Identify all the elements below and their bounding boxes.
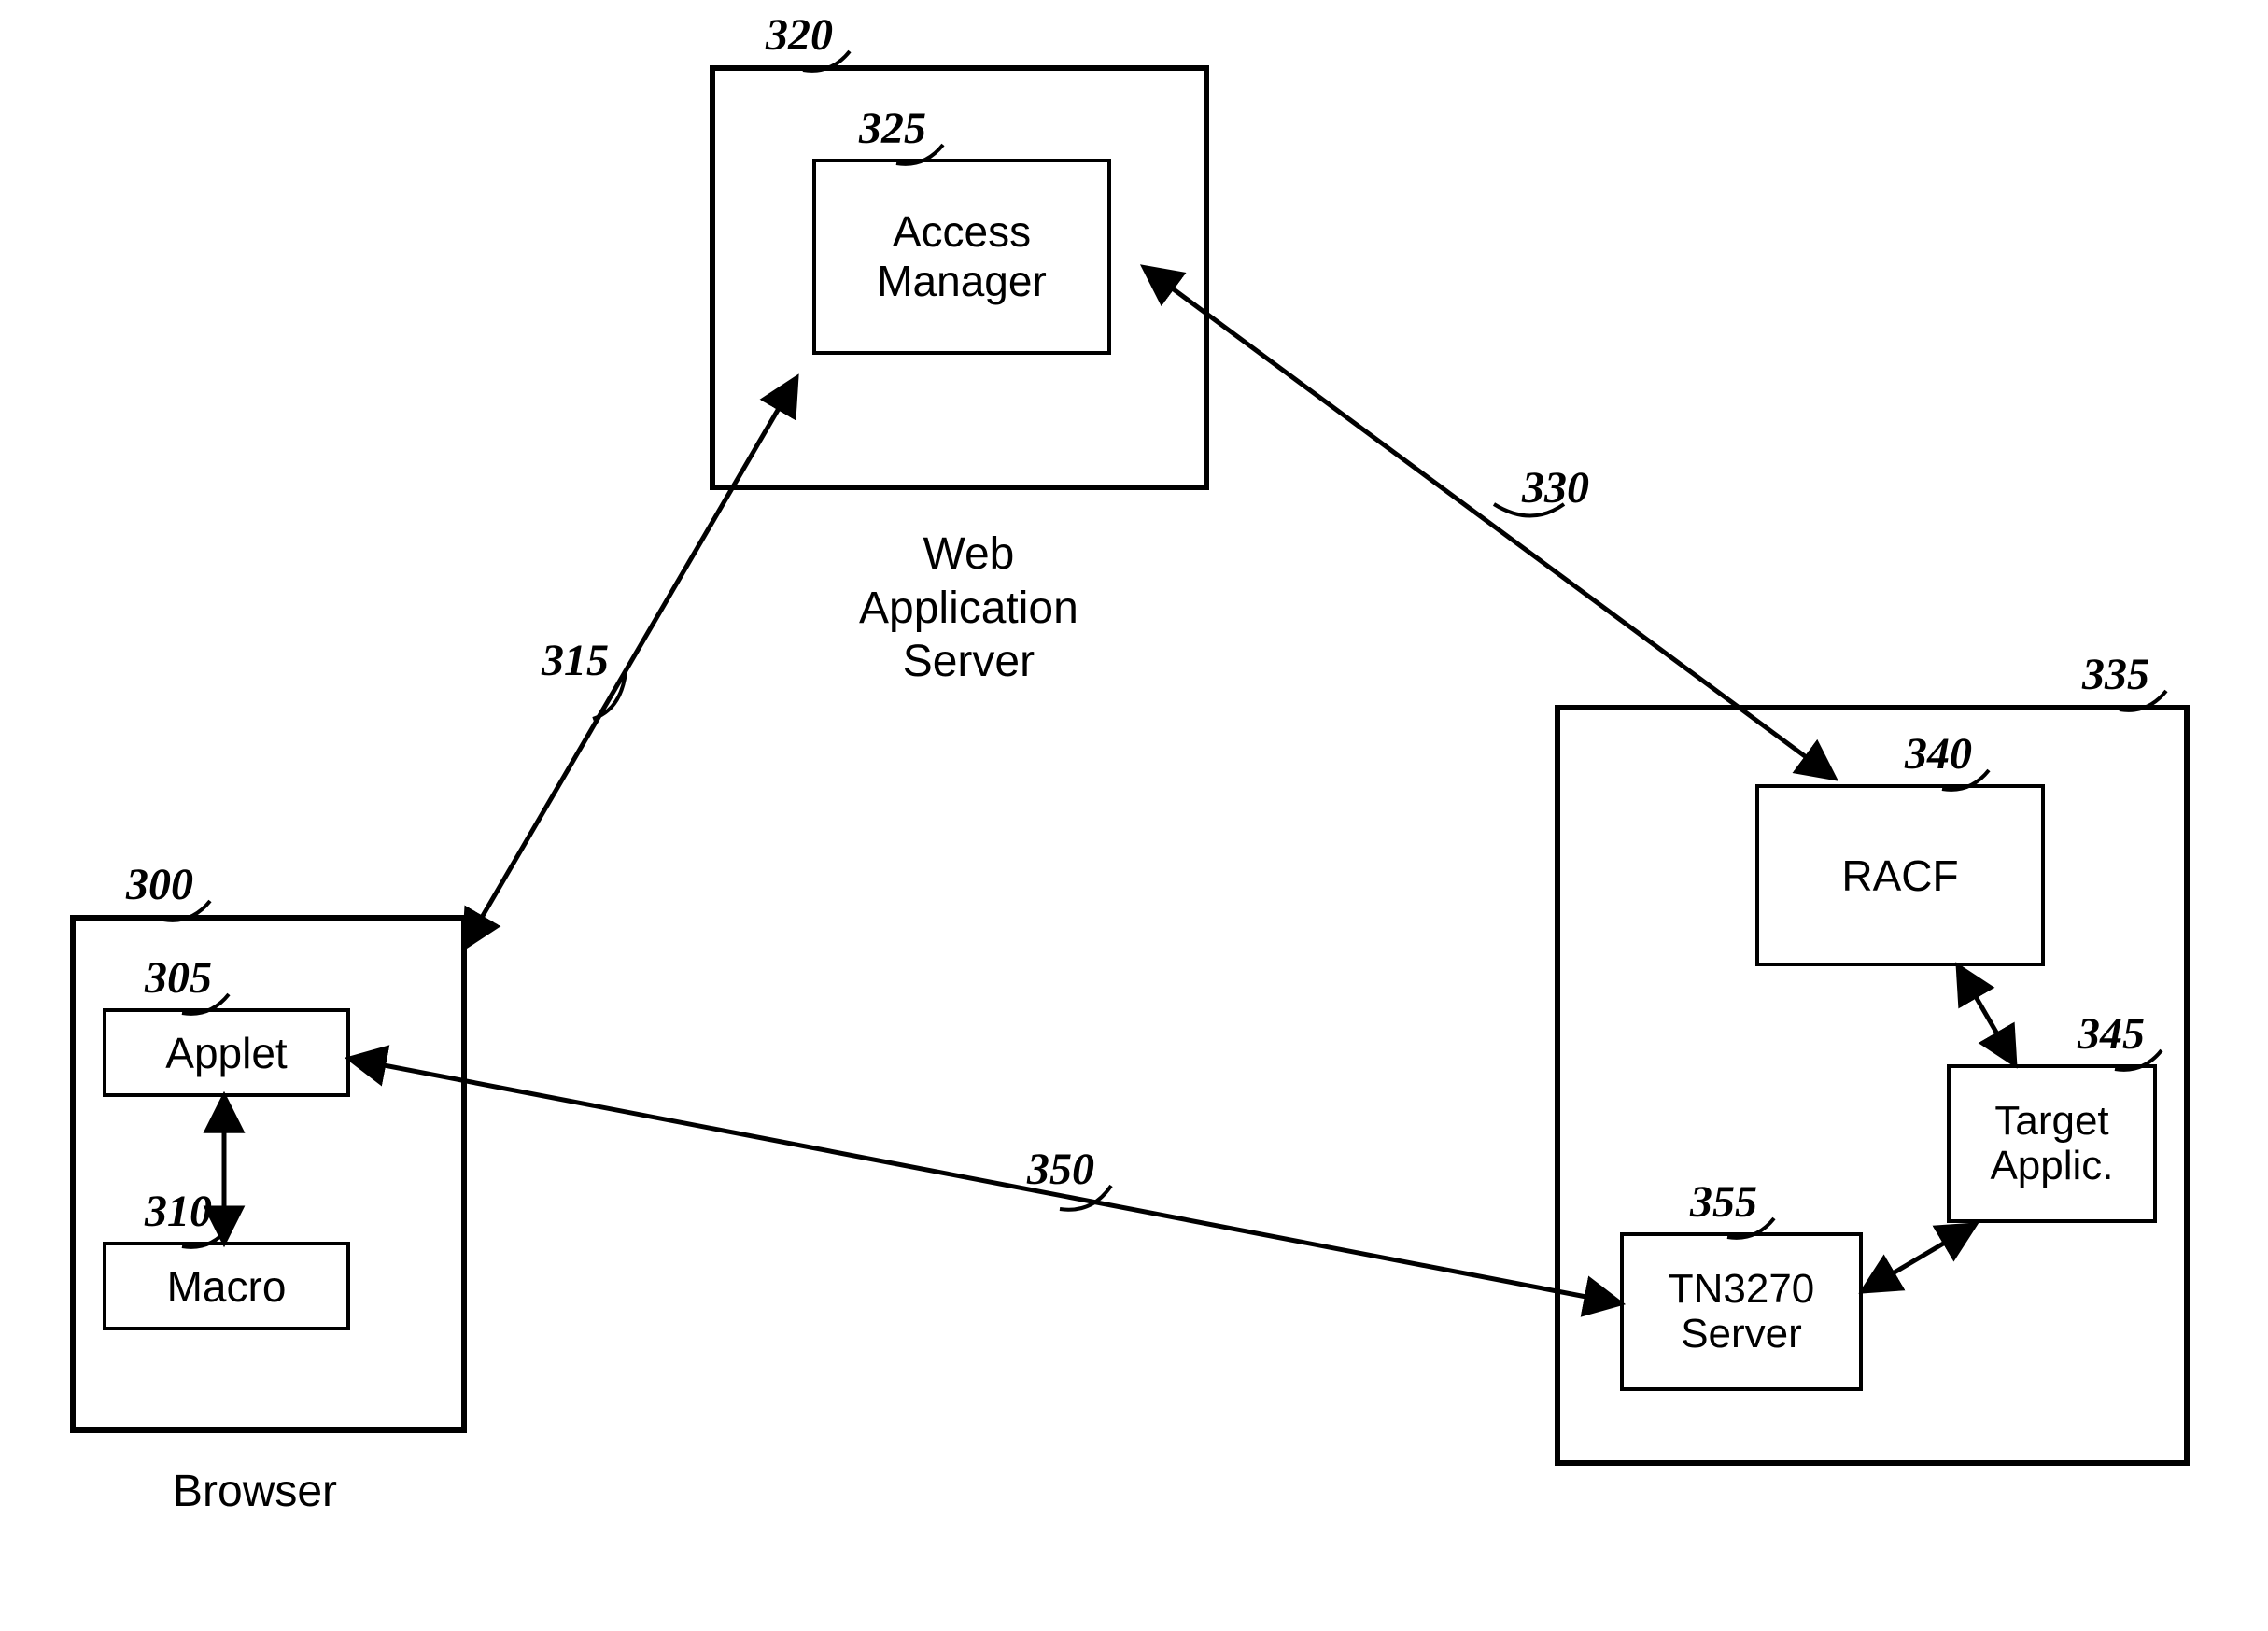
- ref-305: 305: [145, 952, 212, 1004]
- browser-caption: Browser: [173, 1466, 337, 1517]
- edge-350: [355, 1060, 1615, 1302]
- ref-330: 330: [1522, 462, 1589, 513]
- applet-label: Applet: [165, 1028, 287, 1078]
- architecture-diagram: Applet Macro AccessManager RACF TargetAp…: [0, 0, 2268, 1631]
- macro-label: Macro: [167, 1261, 287, 1312]
- target-applic-label: TargetApplic.: [1990, 1099, 2113, 1189]
- edge-330: [1148, 271, 1830, 775]
- macro-box: Macro: [103, 1242, 350, 1330]
- ref-320: 320: [766, 9, 833, 61]
- ref-315: 315: [542, 635, 609, 686]
- tn3270-label: TN3270Server: [1669, 1267, 1815, 1357]
- target-applic-box: TargetApplic.: [1947, 1064, 2157, 1223]
- ref-310: 310: [145, 1186, 212, 1237]
- ref-345: 345: [2078, 1008, 2145, 1060]
- racf-box: RACF: [1755, 784, 2045, 966]
- browser-container: [70, 915, 467, 1433]
- web-app-server-caption: WebApplicationServer: [859, 527, 1078, 689]
- ref-355: 355: [1690, 1176, 1757, 1228]
- ref-300: 300: [126, 859, 193, 910]
- ref-335: 335: [2082, 649, 2149, 700]
- ref-350: 350: [1027, 1144, 1094, 1195]
- ref-340: 340: [1905, 728, 1972, 780]
- access-manager-box: AccessManager: [812, 159, 1111, 355]
- access-manager-label: AccessManager: [877, 207, 1047, 306]
- ref-325: 325: [859, 103, 926, 154]
- tn3270-box: TN3270Server: [1620, 1232, 1863, 1391]
- applet-box: Applet: [103, 1008, 350, 1097]
- racf-label: RACF: [1841, 851, 1958, 901]
